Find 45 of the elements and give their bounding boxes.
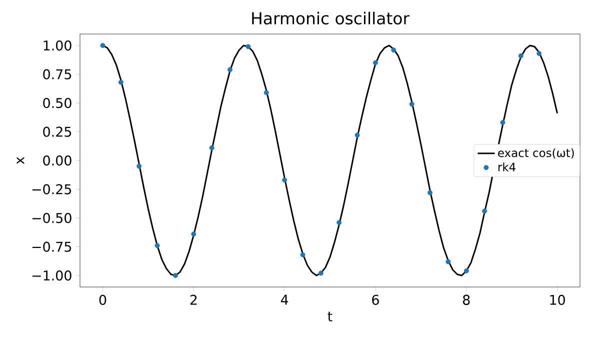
x-tick-label: 4: [280, 294, 288, 305]
x-axis-title: t: [328, 312, 332, 322]
point: [482, 208, 488, 214]
point: [100, 43, 106, 48]
point: [318, 270, 324, 276]
point: [136, 164, 142, 169]
y-tick-label: 0.75: [43, 69, 72, 80]
point: [264, 90, 269, 96]
x-tick-label: 0: [99, 294, 106, 305]
y-axis-title: x: [16, 156, 24, 164]
y-tick-label: 0.00: [43, 155, 72, 166]
legend-label: rk4: [498, 162, 516, 172]
point: [372, 60, 378, 66]
point: [518, 53, 524, 58]
point: [154, 243, 160, 248]
y-tick-label: −1.00: [32, 270, 72, 281]
y-tick-label: −0.50: [32, 212, 72, 224]
point: [300, 252, 306, 258]
y-tick-label: 1.00: [44, 40, 72, 51]
point: [500, 120, 506, 126]
y-tick-label: 0.25: [43, 126, 72, 137]
point: [336, 220, 342, 226]
point: [246, 44, 251, 50]
point: [191, 232, 196, 237]
point: [354, 132, 360, 138]
y-tick-label: 0.50: [43, 98, 72, 108]
point: [428, 190, 432, 196]
x-tick-label: 10: [550, 294, 565, 305]
point: [228, 67, 232, 72]
chart-title: Harmonic oscillator: [252, 12, 410, 24]
x-tick-label: 2: [190, 294, 197, 305]
x-tick-label: 6: [372, 294, 379, 305]
point: [172, 273, 178, 278]
point: [391, 48, 396, 53]
x-tick-label: 8: [462, 294, 470, 305]
point: [282, 178, 288, 183]
point: [409, 102, 414, 107]
point: [536, 51, 542, 56]
point: [118, 80, 124, 85]
point: [464, 268, 469, 274]
y-tick-label: −0.75: [32, 242, 72, 252]
point: [209, 145, 214, 150]
legend-label: exact cos(ωt): [498, 148, 574, 159]
point: [446, 259, 451, 264]
y-tick-label: −0.25: [32, 184, 72, 194]
